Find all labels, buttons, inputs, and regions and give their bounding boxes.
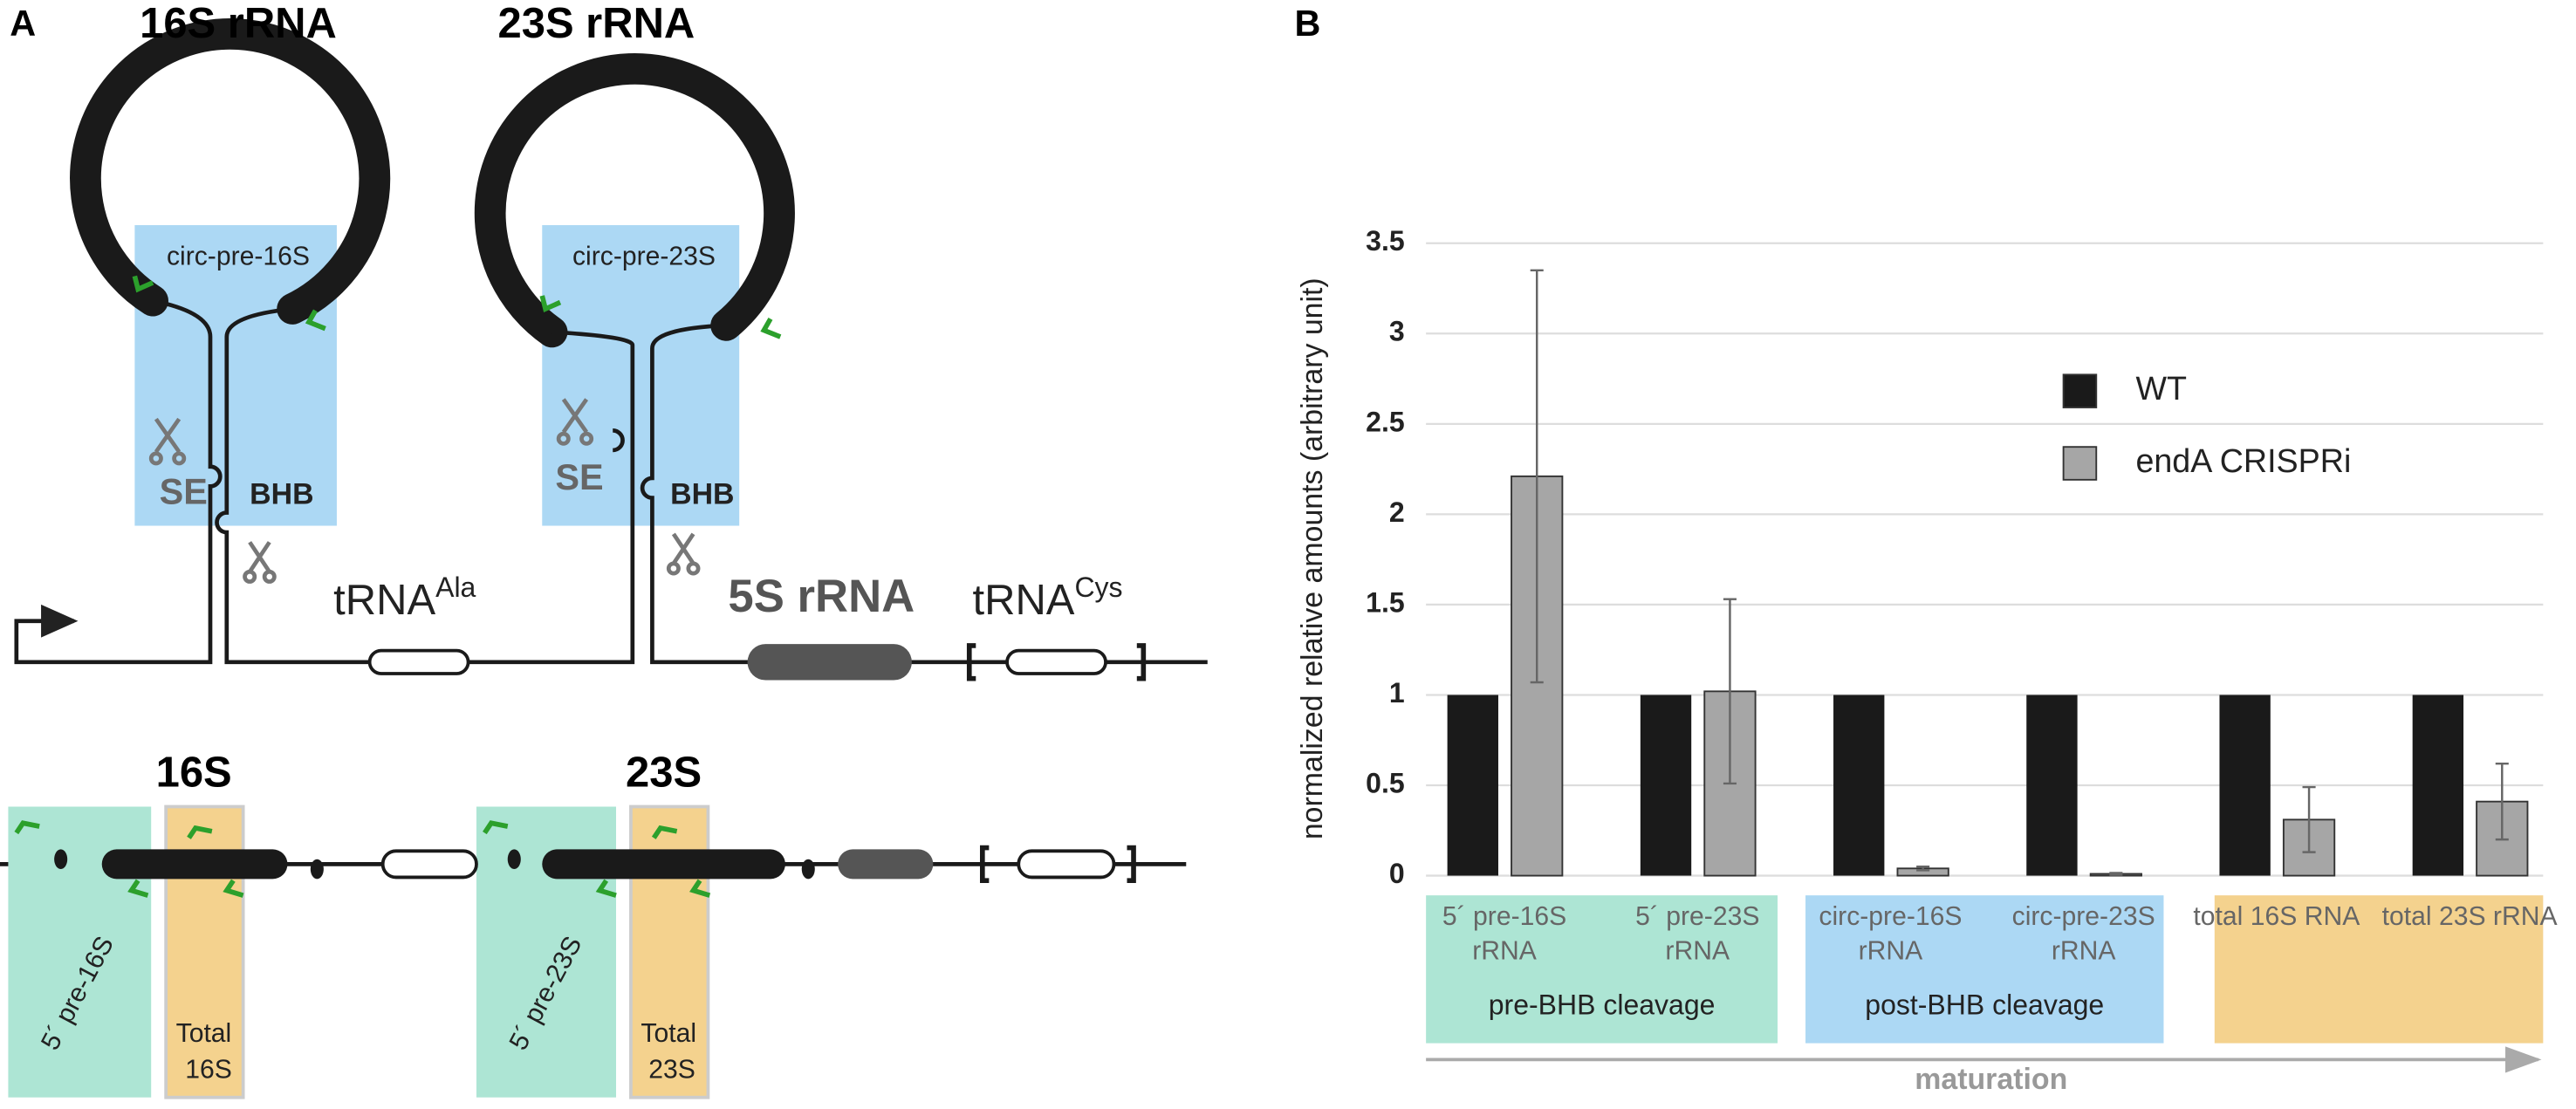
se: SE <box>160 472 208 512</box>
x-tick-label: 5´ pre-23S rRNA <box>1635 903 1760 967</box>
y-tick-label: 3 <box>1389 316 1405 347</box>
trna-oval <box>380 849 478 880</box>
gene-label: 23S <box>626 750 702 797</box>
blue-box <box>542 225 740 526</box>
error-bar <box>1530 269 1544 684</box>
bhb: BHB <box>250 478 313 511</box>
box-label: circ-pre-23S <box>572 243 716 271</box>
legend-label: endA CRISPRi <box>2135 442 2351 479</box>
panel-label: B <box>1295 3 1321 44</box>
legend-label: WT <box>2135 370 2187 407</box>
error-bar <box>1723 598 1737 785</box>
y-tick-label: 3.5 <box>1366 225 1404 257</box>
trna-label: tRNAAla <box>333 572 476 624</box>
error-bar <box>2109 872 2123 876</box>
primers <box>14 820 711 898</box>
y-axis-label: normalized relative amounts (arbitrary u… <box>1296 277 1329 839</box>
ring-23s <box>474 53 795 348</box>
x-tick-label-box: 5´ pre-16S rRNA <box>1442 903 1567 967</box>
error-bar <box>1916 865 1930 872</box>
group-box <box>1426 895 1778 1044</box>
error-bar <box>2302 785 2316 853</box>
gene-label: 16S <box>156 750 232 797</box>
trna-sup: Ala <box>435 572 476 603</box>
bar <box>2026 695 2078 876</box>
amplicon-label: Total <box>176 1019 232 1048</box>
bar <box>1640 695 1692 876</box>
group-label: pre-BHB cleavage <box>1489 989 1716 1021</box>
primers <box>132 275 782 339</box>
x-tick-label-box: total 23S rRNA <box>2381 903 2558 932</box>
x-tick-label: 5´ pre-16S rRNA <box>1442 903 1567 967</box>
bar <box>1833 695 1885 876</box>
x-tick-label-box: circ-pre-23S rRNA <box>2011 903 2155 967</box>
amplicon-label: 23S <box>648 1056 695 1085</box>
trna-label: tRNACys <box>973 572 1123 624</box>
amplicon-label: Total <box>641 1019 696 1048</box>
bar <box>2412 695 2464 876</box>
trna-base: tRNA <box>973 577 1075 624</box>
bhb: BHB <box>670 478 734 511</box>
y-tick-label: 0 <box>1389 858 1405 889</box>
x-tick-label: total 16S RNA <box>2193 903 2360 932</box>
trna-oval <box>1017 849 1116 880</box>
y-tick-label: 0.5 <box>1366 767 1404 798</box>
x-tick-label-box: circ-pre-16S rRNA <box>1819 903 1963 967</box>
legend-swatch <box>2062 446 2098 481</box>
rrna-label: 5S rRNA <box>728 571 915 622</box>
y-tick-label: 2.5 <box>1366 406 1404 437</box>
trna-base: tRNA <box>333 577 435 624</box>
y-tick-label: 1 <box>1389 677 1405 709</box>
trna-ala <box>367 648 470 675</box>
x-tick-label-box: total 16S RNA <box>2193 903 2360 932</box>
rrna-5s <box>747 644 912 681</box>
bar <box>1447 695 1498 876</box>
x-tick-label: circ-pre-23S rRNA <box>2011 903 2155 967</box>
group-box <box>2214 895 2544 1044</box>
bar <box>2219 695 2271 876</box>
group-label: post-BHB cleavage <box>1865 989 2104 1021</box>
se: SE <box>555 457 603 497</box>
panel-b: B normalized relative amounts (arbitrary… <box>1295 3 2542 1096</box>
y-tick-label: 2 <box>1389 496 1405 528</box>
trna-cys <box>1005 648 1107 675</box>
x-tick-label-box: 5´ pre-23S rRNA <box>1635 903 1760 967</box>
panel-label: A <box>10 3 36 44</box>
title: 16S rRNA <box>140 0 337 47</box>
scissors <box>148 398 701 584</box>
legend-swatch <box>2062 373 2098 408</box>
y-tick-label: 1.5 <box>1366 586 1404 618</box>
x-tick-label: circ-pre-16S rRNA <box>1819 903 1963 967</box>
ring-16s <box>70 18 391 325</box>
x-axis-label: maturation <box>1915 1063 2067 1096</box>
title: 23S rRNA <box>498 0 695 47</box>
x-tick-label: total 23S rRNA <box>2381 903 2558 932</box>
operon-bottom <box>54 849 934 880</box>
trna-sup: Cys <box>1074 572 1122 603</box>
blue-box <box>134 225 337 526</box>
error-bar <box>2495 762 2509 841</box>
group-box <box>1805 895 2164 1044</box>
panel-a: A 16S rRNA 23S rRNA circ-pre-16S circ-pr… <box>0 0 1208 1099</box>
box-label: circ-pre-16S <box>167 243 310 271</box>
amplicon-label: 16S <box>185 1056 232 1085</box>
